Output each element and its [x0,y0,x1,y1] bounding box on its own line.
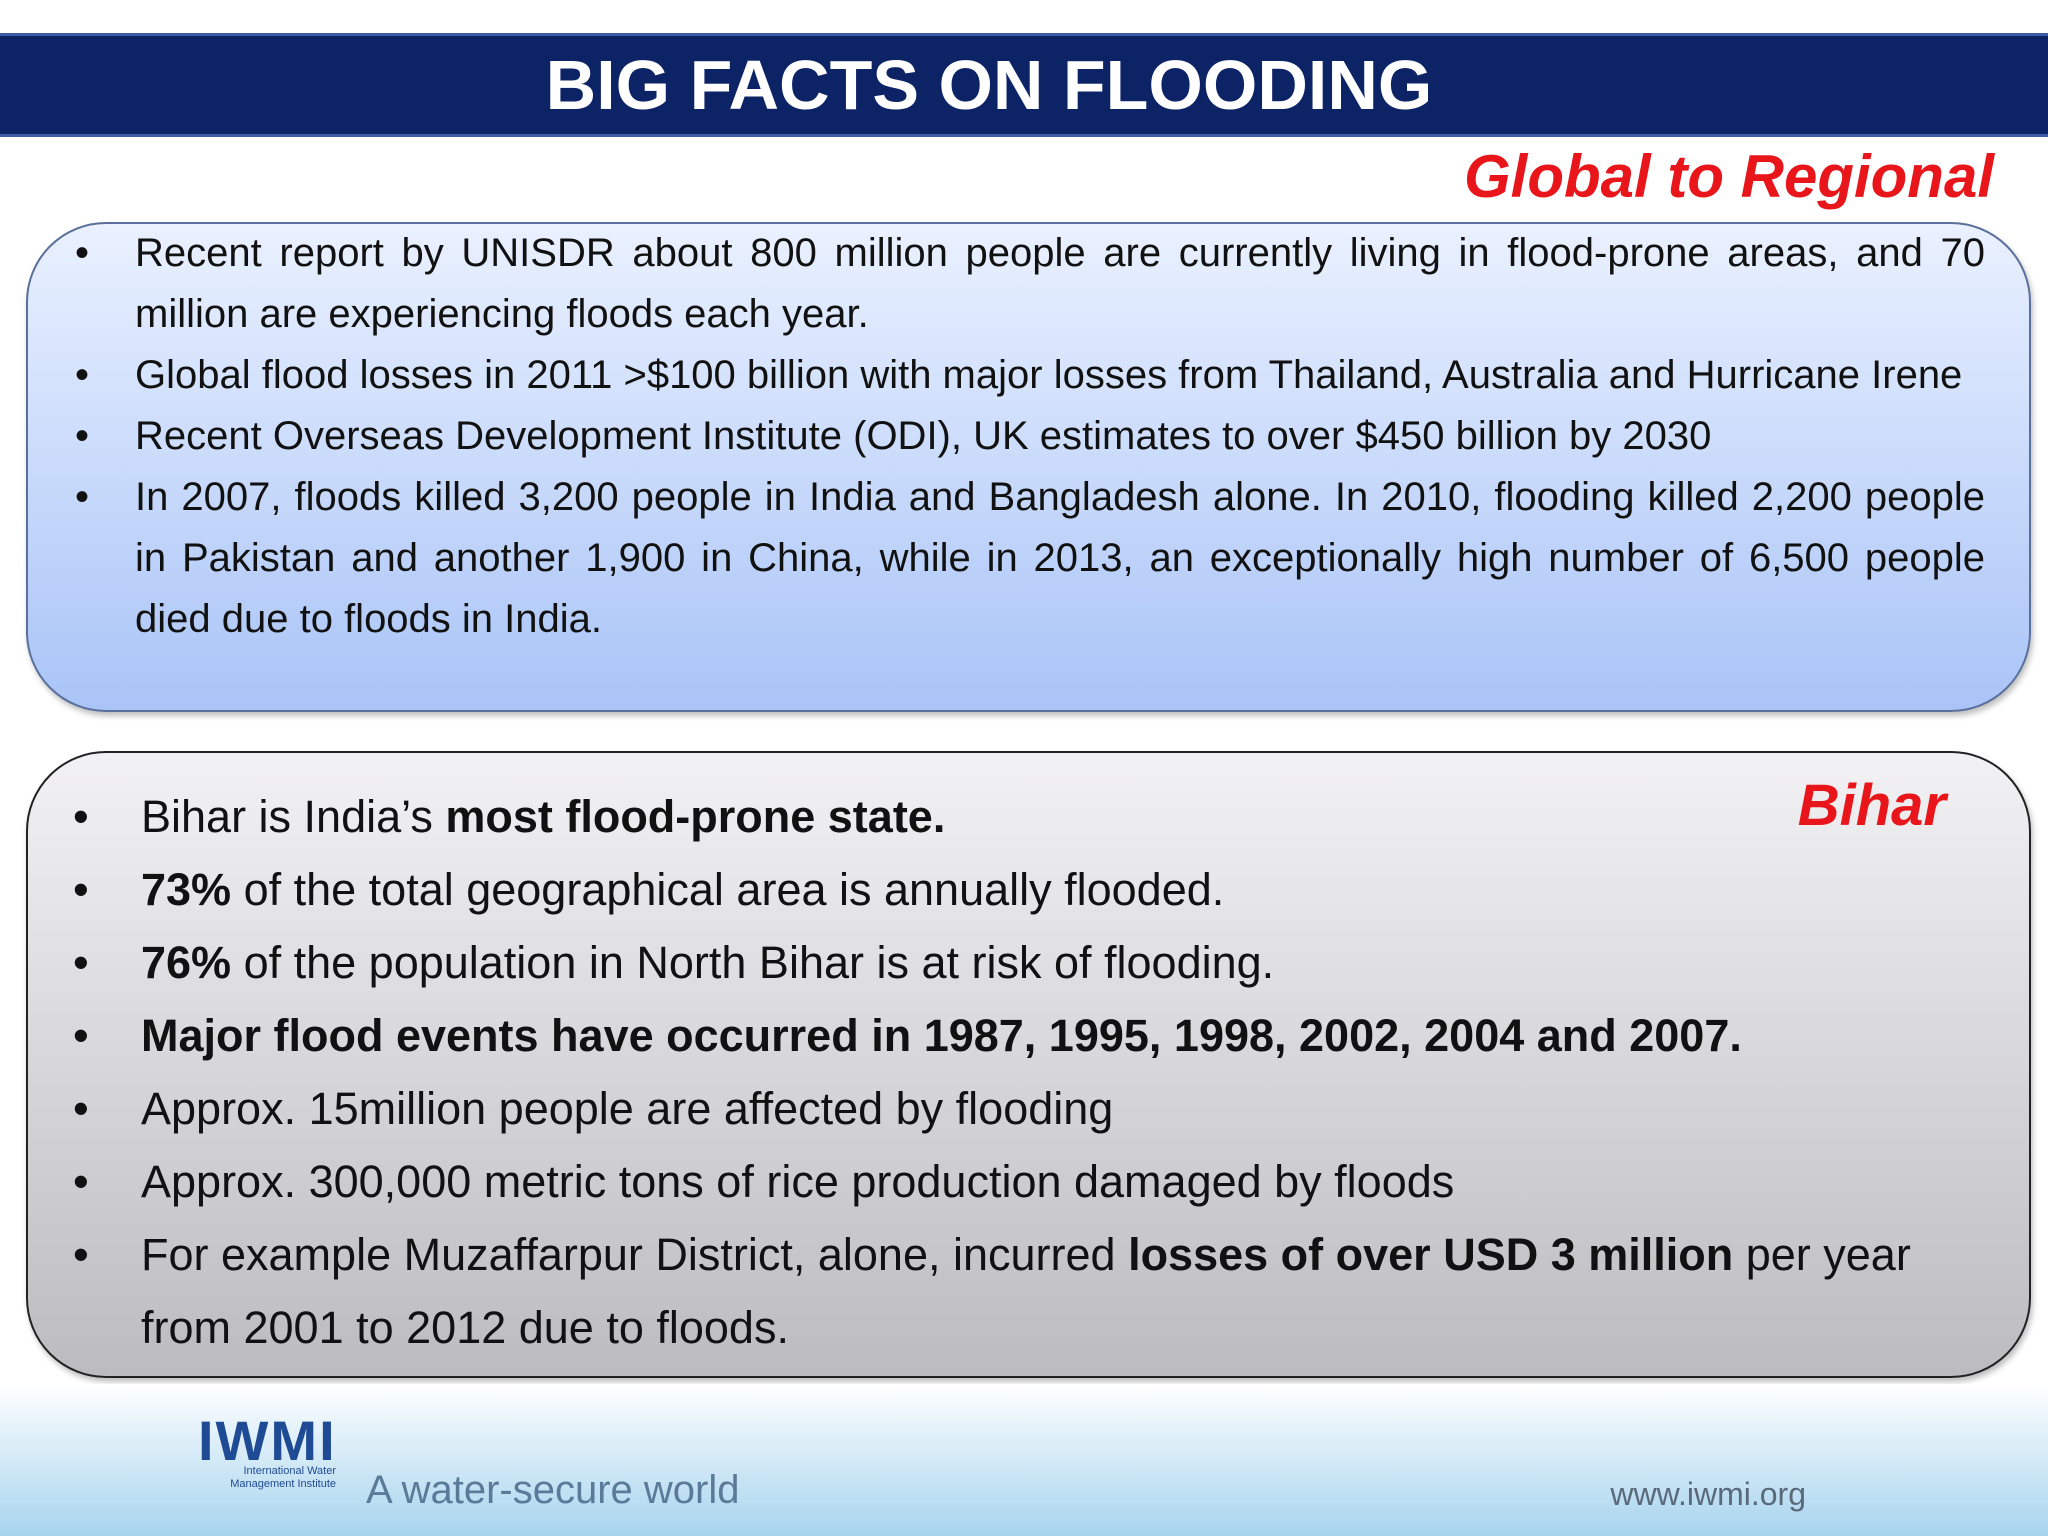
bullet-text: For example Muzaffarpur District, alone,… [141,1229,1129,1280]
bullet-text: Major flood events have occurred in 1987… [141,1010,1742,1061]
header-band [0,33,2048,137]
bullet-item: Recent report by UNISDR about 800 millio… [75,223,1985,345]
bullet-text: 76% [141,937,232,988]
bullet-text: per year from 2001 to 2012 due to floods… [141,1229,1911,1353]
bullet-item: For example Muzaffarpur District, alone,… [73,1218,1971,1364]
bullet-text: of the total geographical area is annual… [231,864,1225,915]
bullet-text: Recent report by UNISDR about 800 millio… [135,231,1985,336]
bullet-text: of the population in North Bihar is at r… [231,937,1275,988]
bullet-text: Global flood losses in 2011 >$100 billio… [135,353,1963,397]
bullet-item: In 2007, floods killed 3,200 people in I… [75,467,1985,650]
bullet-item: Approx. 15million people are affected by… [73,1072,1971,1145]
bihar-list: Bihar is India’s most flood-prone state.… [73,780,1971,1364]
bullet-text: losses of over USD 3 million [1128,1229,1734,1280]
bullet-item: Approx. 300,000 metric tons of rice prod… [73,1145,1971,1218]
bullet-item: Bihar is India’s most flood-prone state. [73,780,1971,853]
bullet-item: 76% of the population in North Bihar is … [73,926,1971,999]
website: www.iwmi.org [1610,1476,1806,1512]
slide-title: BIG FACTS ON FLOODING [545,46,1433,124]
bullet-text: Recent Overseas Development Institute (O… [135,414,1712,458]
bullet-text: In 2007, floods killed 3,200 people in I… [135,475,1985,641]
bullet-item: Major flood events have occurred in 1987… [73,999,1971,1072]
bullet-item: Recent Overseas Development Institute (O… [75,406,1985,467]
bullet-item: 73% of the total geographical area is an… [73,853,1971,926]
bullet-text: Bihar is India’s [141,791,446,842]
logo: IWMI [198,1409,337,1472]
bullet-item: Global flood losses in 2011 >$100 billio… [75,345,1985,406]
global-list: Recent report by UNISDR about 800 millio… [75,223,1985,650]
tagline: A water-secure world [366,1468,740,1512]
footer-band [0,1384,2048,1536]
section-heading: Global to Regional [1463,143,1994,210]
bullet-text: Approx. 300,000 metric tons of rice prod… [141,1156,1455,1207]
logo-subtitle: International Water Management Institute [230,1465,336,1490]
bullet-text: 73% [141,864,232,915]
bullet-text: Approx. 15million people are affected by… [141,1083,1114,1134]
bullet-text: most flood-prone state. [445,791,946,842]
